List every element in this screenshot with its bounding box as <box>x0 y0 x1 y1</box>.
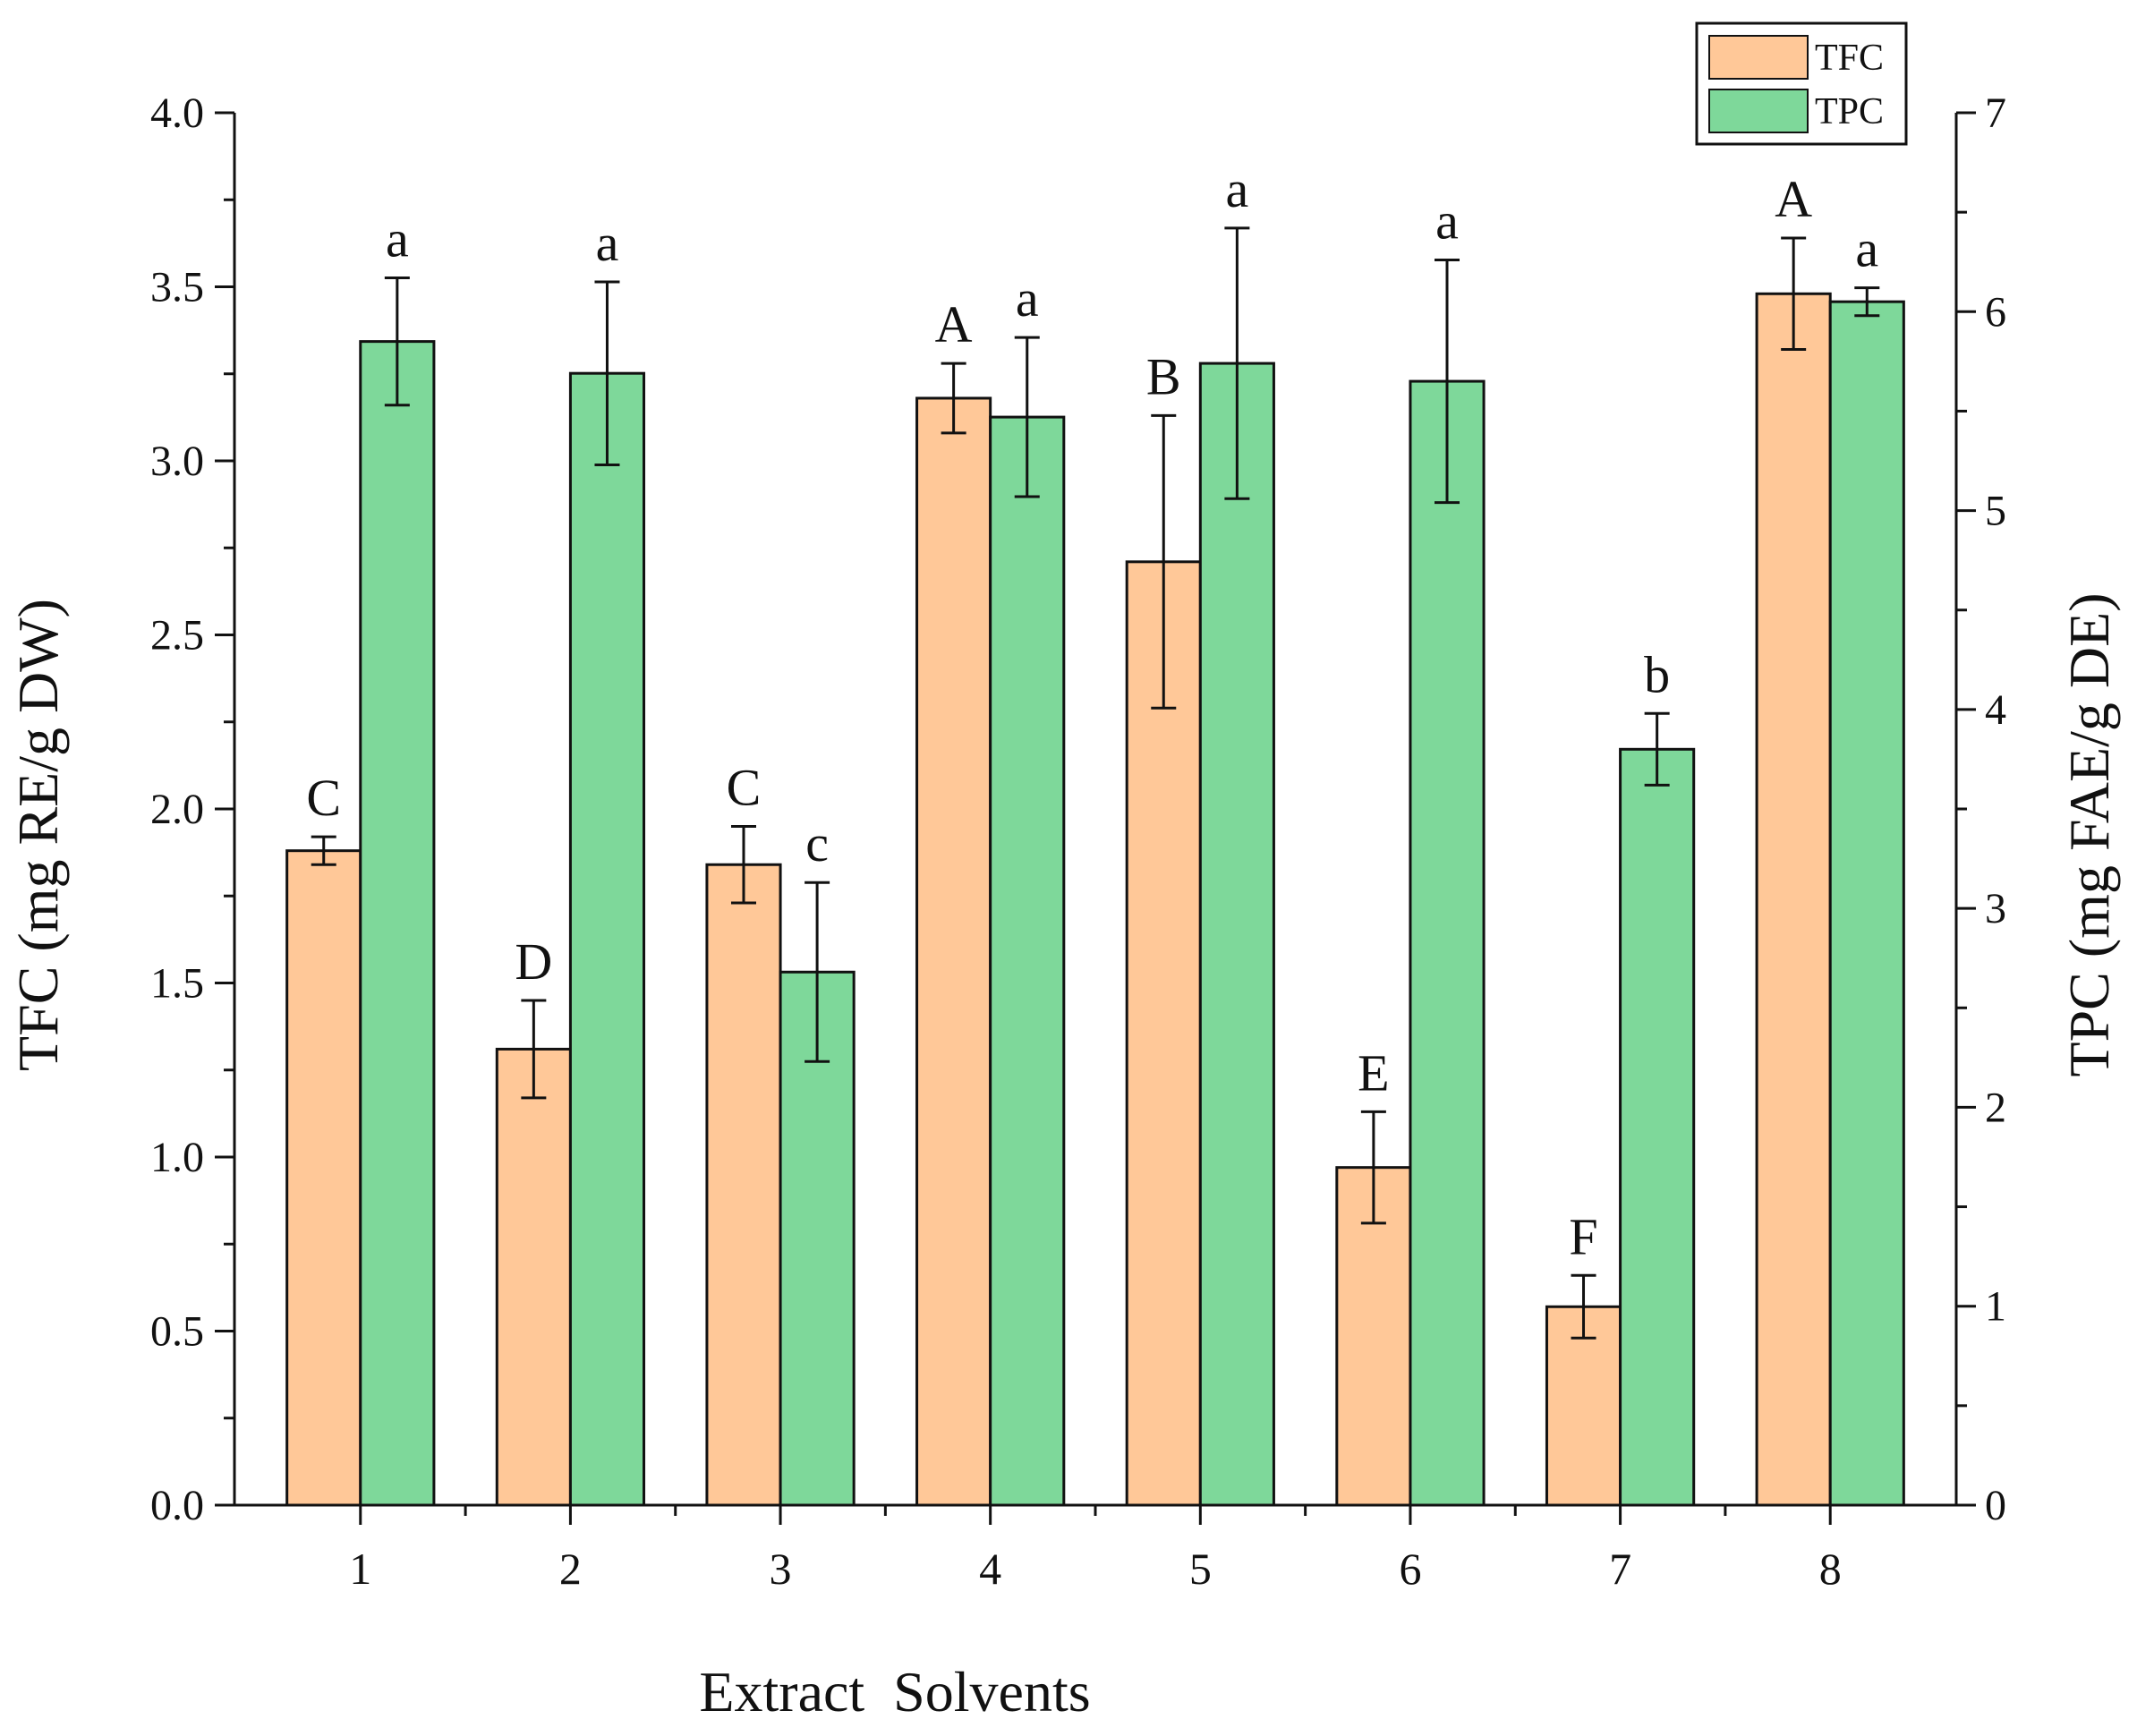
right-y-tick-label: 7 <box>1985 89 2006 137</box>
x-tick-label: 3 <box>770 1544 792 1594</box>
bar-tfc <box>915 396 992 1507</box>
significance-letter-tpc: c <box>805 814 829 872</box>
bar-tfc <box>1125 560 1202 1507</box>
bar-tpc <box>1619 747 1696 1507</box>
right-y-tick-label: 6 <box>1985 288 2006 336</box>
x-tick-label: 5 <box>1189 1544 1212 1594</box>
significance-letter-tfc: B <box>1146 347 1181 405</box>
left-y-tick-label: 0.0 <box>150 1482 204 1529</box>
right-y-axis-ticks: 0 1 2 3 4 5 6 7 <box>1956 89 2006 1529</box>
left-y-tick-label: 0.5 <box>150 1308 204 1356</box>
legend-label-tpc: TPC <box>1815 91 1884 132</box>
bar-tfc <box>1545 1305 1622 1507</box>
significance-letter-tfc: C <box>306 769 341 827</box>
bar-tpc <box>568 371 646 1507</box>
bar-tpc <box>359 340 436 1507</box>
significance-letter-tpc: a <box>596 214 619 272</box>
legend: TFC TPC <box>1695 21 1908 146</box>
significance-letter-tfc: A <box>935 295 973 353</box>
right-y-tick-label: 0 <box>1985 1482 2006 1529</box>
bar-tfc <box>705 863 782 1507</box>
significance-letter-tfc: C <box>727 758 762 816</box>
x-tick-label: 1 <box>349 1544 371 1594</box>
significance-letter-tfc: D <box>515 932 552 991</box>
significance-letter-tfc: E <box>1358 1043 1389 1102</box>
right-y-tick-label: 3 <box>1985 885 2006 932</box>
significance-letter-tpc: a <box>1016 269 1039 328</box>
x-axis-ticks: 1 2 3 4 5 6 7 8 <box>349 1505 1842 1594</box>
x-tick-label: 4 <box>979 1544 1001 1594</box>
left-y-axis-title: TFC (mg RE/g DW) <box>6 599 70 1071</box>
x-tick-label: 7 <box>1609 1544 1631 1594</box>
bar-tpc <box>1198 362 1275 1507</box>
right-y-axis-title: TPC (mg FAE/g DE) <box>2057 592 2121 1076</box>
x-tick-label: 6 <box>1399 1544 1421 1594</box>
bar-tfc <box>285 849 362 1507</box>
bar-group <box>285 292 1905 1507</box>
significance-letter-tpc: a <box>1226 160 1249 218</box>
x-axis-title: Extract Solvents <box>699 1660 1090 1723</box>
left-y-tick-label: 1.5 <box>150 960 204 1008</box>
legend-label-tfc: TFC <box>1815 38 1884 79</box>
bar-tpc <box>989 415 1066 1507</box>
significance-letter-tfc: F <box>1569 1207 1597 1265</box>
left-y-tick-label: 3.5 <box>150 264 204 311</box>
right-y-tick-label: 1 <box>1985 1283 2006 1331</box>
left-y-tick-label: 2.0 <box>150 786 204 833</box>
right-y-tick-label: 5 <box>1985 488 2006 535</box>
axes-frame <box>233 113 1958 1507</box>
right-y-tick-label: 4 <box>1985 686 2006 734</box>
significance-letter-tpc: a <box>1855 220 1878 278</box>
right-y-tick-label: 2 <box>1985 1084 2006 1131</box>
x-tick-label: 2 <box>559 1544 582 1594</box>
significance-letter-group: C D C A B E F Aa a c a a a b a <box>306 160 1878 1265</box>
bar-tpc <box>1828 300 1905 1507</box>
significance-letter-tfc: A <box>1775 170 1812 228</box>
significance-letter-tpc: a <box>1435 191 1459 250</box>
error-bar-group <box>311 226 1880 1340</box>
significance-letter-tpc: a <box>386 209 409 268</box>
left-y-tick-label: 4.0 <box>150 89 204 137</box>
left-y-tick-label: 1.0 <box>150 1134 204 1181</box>
left-y-tick-label: 2.5 <box>150 612 204 660</box>
legend-swatch-tfc <box>1708 35 1809 80</box>
left-y-tick-label: 3.0 <box>150 438 204 485</box>
significance-letter-tpc: b <box>1644 645 1670 703</box>
bar-tfc <box>495 1047 572 1507</box>
x-tick-label: 8 <box>1819 1544 1842 1594</box>
legend-swatch-tpc <box>1708 89 1809 133</box>
bar-tfc <box>1755 292 1832 1507</box>
bar-tpc <box>1409 379 1486 1507</box>
left-y-axis-ticks: 0.0 0.5 1.0 1.5 2.0 2.5 3.0 3.5 4.0 <box>150 89 234 1529</box>
